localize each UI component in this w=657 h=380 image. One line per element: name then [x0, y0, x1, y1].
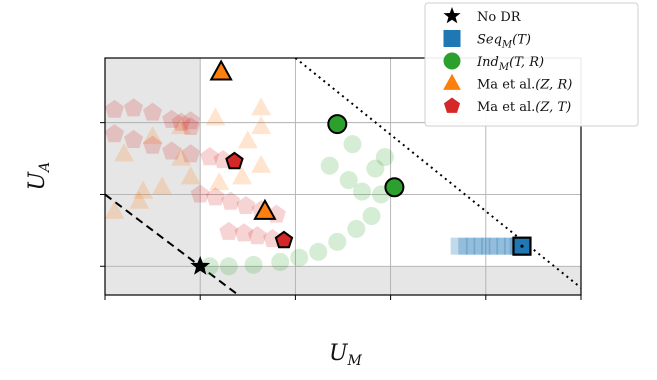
faint-point-square-3	[473, 237, 491, 255]
faint-point-circle-3	[271, 252, 290, 271]
dashed-reference-line	[105, 193, 239, 295]
faint-point-circle-15	[339, 171, 358, 190]
reference-lines	[105, 58, 581, 295]
faint-point-circle-7	[347, 219, 366, 238]
faint-point-triangle-14	[133, 180, 154, 199]
highlight-triangle-point-0	[209, 59, 233, 81]
faint-point-circle-5	[309, 242, 328, 261]
highlight-markers	[190, 59, 532, 275]
faint-point-triangle-15	[171, 147, 192, 166]
highlight-pentagon-point-1	[274, 230, 294, 249]
faint-point-square-4	[481, 237, 499, 255]
faint-point-circle-6	[328, 232, 347, 251]
faint-point-triangle-4	[209, 172, 230, 191]
faint-point-triangle-1	[129, 190, 150, 209]
faint-point-triangle-3	[180, 166, 201, 185]
faint-point-triangle-0	[105, 200, 125, 219]
highlight-pentagon-point-0	[225, 151, 244, 170]
faint-point-square-0	[450, 237, 468, 255]
faint-point-square-6	[496, 237, 514, 255]
faint-point-circle-4	[290, 248, 309, 267]
faint-point-pentagon-14	[221, 191, 241, 210]
faint-point-pentagon-12	[190, 184, 210, 203]
faint-point-pentagon-8	[162, 141, 182, 160]
faint-point-triangle-5	[232, 166, 253, 185]
dotted-reference-line	[294, 58, 581, 289]
faint-point-triangle-7	[114, 143, 135, 162]
highlight-circle-point-1	[384, 177, 405, 198]
faint-point-circle-2	[244, 255, 263, 274]
faint-point-pentagon-22	[171, 112, 191, 131]
faint-markers	[105, 97, 527, 276]
faint-point-triangle-13	[251, 97, 272, 116]
x-axis-title: UM	[329, 341, 363, 369]
faint-point-circle-13	[343, 135, 362, 154]
faint-point-pentagon-19	[234, 223, 254, 242]
legend-marker-pentagon	[443, 97, 461, 113]
faint-point-pentagon-10	[200, 147, 220, 166]
faint-point-pentagon-3	[162, 109, 182, 128]
faint-point-circle-12	[375, 148, 394, 167]
faint-point-pentagon-2	[143, 102, 163, 121]
highlight-circle-point-0	[327, 114, 348, 135]
no-dr-star-point	[190, 255, 211, 275]
faint-point-square-5	[488, 237, 506, 255]
shaded-region-1	[105, 266, 581, 295]
legend-marker-circle	[443, 52, 461, 70]
y-axis-title: UA	[25, 162, 53, 191]
faint-point-circle-1	[219, 257, 238, 276]
legend-box	[424, 2, 639, 127]
faint-point-circle-10	[353, 182, 372, 201]
faint-point-triangle-11	[237, 130, 258, 149]
faint-point-square-2	[465, 237, 483, 255]
faint-point-pentagon-5	[105, 124, 125, 143]
faint-point-pentagon-0	[105, 99, 125, 118]
faint-point-pentagon-23	[181, 111, 201, 130]
faint-point-triangle-10	[205, 107, 226, 126]
faint-point-pentagon-15	[236, 195, 256, 215]
faint-point-triangle-6	[251, 154, 272, 173]
faint-point-circle-14	[320, 156, 339, 175]
legend-label: No DR	[477, 10, 522, 25]
legend-label: Ma et al.(Z, R)	[477, 78, 572, 93]
faint-point-pentagon-7	[143, 135, 163, 154]
legend-marker-star	[443, 7, 461, 24]
faint-point-triangle-12	[251, 116, 272, 135]
faint-point-triangle-2	[152, 176, 173, 195]
legend-label: Ma et al.(Z, T)	[477, 100, 571, 115]
highlight-triangle-point-1	[253, 198, 277, 220]
faint-point-pentagon-20	[247, 226, 267, 245]
faint-point-triangle-8	[142, 126, 163, 145]
shaded-region-0	[105, 58, 201, 295]
axes: UM UA	[25, 57, 582, 369]
legend-label: SeqM(T)	[477, 33, 531, 51]
faint-point-pentagon-6	[124, 129, 144, 148]
faint-point-pentagon-9	[181, 144, 201, 163]
legend-marker-triangle	[443, 73, 461, 90]
legend-label: IndM(T, R)	[476, 55, 544, 73]
legend: No DR SeqM(T) IndM(T, R) Ma et al.(Z, R) Ma …	[424, 2, 639, 127]
faint-point-pentagon-13	[205, 187, 225, 206]
faint-point-pentagon-4	[181, 116, 201, 136]
seq-square-center-dot	[520, 244, 524, 248]
axes-frame	[104, 57, 582, 296]
faint-point-square-1	[458, 237, 476, 255]
faint-point-pentagon-1	[124, 98, 144, 117]
faint-point-circle-8	[362, 207, 381, 225]
faint-point-pentagon-18	[219, 221, 239, 240]
faint-point-triangle-9	[171, 116, 192, 135]
legend-marker-square	[443, 30, 461, 47]
faint-point-circle-11	[366, 159, 385, 178]
